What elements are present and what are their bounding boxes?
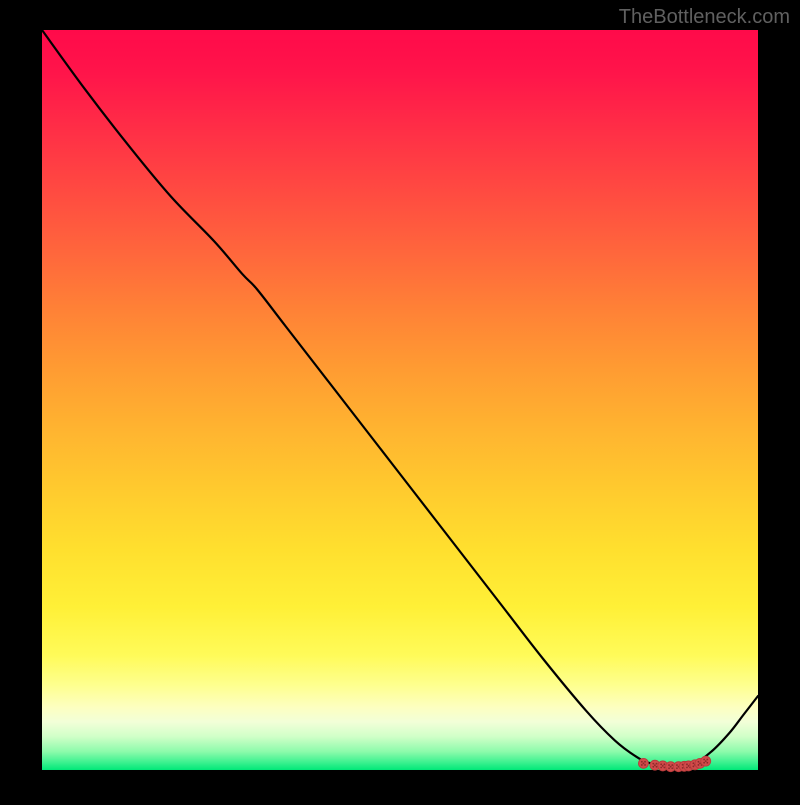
marker-point xyxy=(701,756,711,766)
bottleneck-chart xyxy=(0,0,800,800)
chart-svg xyxy=(0,0,800,800)
watermark-text: TheBottleneck.com xyxy=(619,6,790,29)
marker-point xyxy=(638,758,648,768)
plot-background xyxy=(42,30,758,770)
